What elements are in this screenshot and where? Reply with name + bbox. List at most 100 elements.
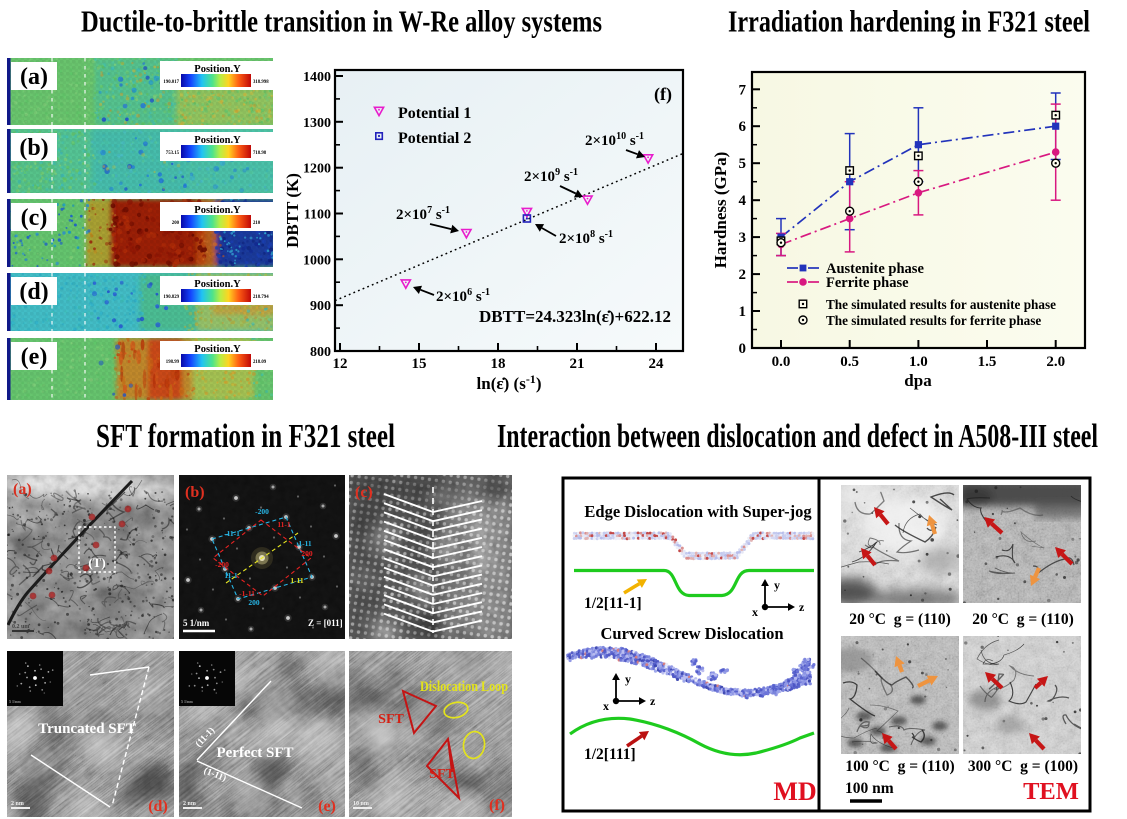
svg-text:-200: -200 [255,507,269,516]
svg-text:(d): (d) [148,798,168,815]
svg-text:2 nm: 2 nm [183,801,196,807]
svg-text:15: 15 [411,356,426,372]
svg-text:(c): (c) [355,484,373,501]
svg-text:5: 5 [739,156,747,172]
svg-text:190.829: 190.829 [163,295,179,300]
svg-text:Dislocation Loop: Dislocation Loop [420,679,508,695]
svg-text:DBTT=24.323ln(ε̇)+622.12: DBTT=24.323ln(ε̇)+622.12 [479,307,671,326]
svg-text:Position.Y: Position.Y [194,64,241,75]
svg-text:0: 0 [739,341,747,357]
svg-text:(c): (c) [21,205,48,231]
svg-text:10 nm: 10 nm [353,801,369,807]
svg-text:5 1/nm: 5 1/nm [183,618,210,628]
svg-text:218.794: 218.794 [253,295,269,300]
svg-text:800: 800 [310,345,331,360]
svg-text:5 1/nm: 5 1/nm [181,699,193,704]
svg-text:Curved Screw Dislocation: Curved Screw Dislocation [600,624,783,643]
svg-text:1.0: 1.0 [909,354,928,370]
svg-text:Edge Dislocation with Super-jo: Edge Dislocation with Super-jog [584,502,812,521]
svg-text:0.5: 0.5 [840,354,859,370]
svg-text:12: 12 [333,356,348,372]
svg-text:Potential 1: Potential 1 [398,105,471,122]
svg-text:190.017: 190.017 [163,80,179,85]
svg-text:SFT: SFT [378,712,404,727]
svg-text:718.98: 718.98 [253,151,267,156]
svg-text:Ferrite phase: Ferrite phase [826,275,909,291]
svg-text:1400: 1400 [303,70,331,85]
svg-text:0.0: 0.0 [772,354,791,370]
svg-text:3: 3 [739,230,747,246]
svg-text:Position.Y: Position.Y [194,279,241,290]
svg-text:Position.Y: Position.Y [194,344,241,355]
svg-text:The simulated results for aust: The simulated results for austenite phas… [826,297,1056,312]
svg-text:Z = [011]: Z = [011] [308,618,343,628]
svg-text:2×107 s-1: 2×107 s-1 [396,205,450,223]
svg-text:753.15: 753.15 [166,151,180,156]
svg-text:5 1/nm: 5 1/nm [9,699,21,704]
svg-text:(T): (T) [88,555,105,570]
svg-text:x: x [603,699,609,713]
svg-text:SFT: SFT [429,767,455,782]
svg-text:dpa: dpa [904,371,932,390]
svg-text:2×109 s-1: 2×109 s-1 [524,167,578,185]
svg-text:(d): (d) [19,279,48,305]
svg-text:21: 21 [569,356,584,372]
svg-text:2×108 s-1: 2×108 s-1 [559,229,613,247]
svg-text:Austenite phase: Austenite phase [826,261,924,277]
svg-text:1: 1 [739,304,747,320]
svg-text:318.998: 318.998 [253,80,269,85]
svg-text:1100: 1100 [304,208,331,223]
svg-text:(e): (e) [318,798,336,815]
svg-text:6: 6 [739,119,747,135]
svg-text:11-1: 11-1 [277,520,291,529]
svg-text:y: y [774,578,780,592]
svg-text:1000: 1000 [303,253,331,268]
svg-text:1.5: 1.5 [978,354,997,370]
svg-text:200: 200 [172,221,180,226]
svg-text:Hardness (GPa): Hardness (GPa) [711,152,730,269]
svg-text:198.99: 198.99 [166,360,180,365]
svg-text:The simulated results for ferr: The simulated results for ferrite phase [826,313,1041,328]
svg-text:1/2[111]: 1/2[111] [584,746,636,763]
svg-text:2: 2 [739,267,747,283]
svg-text:18: 18 [490,356,505,372]
svg-text:1300: 1300 [303,116,331,131]
svg-text:(e): (e) [21,344,48,370]
svg-text:200: 200 [248,598,260,607]
svg-text:(a): (a) [20,64,48,90]
svg-text:900: 900 [310,299,331,314]
svg-text:Position.Y: Position.Y [194,135,241,146]
svg-text:1/2[11-1]: 1/2[11-1] [584,595,642,612]
svg-text:x: x [752,605,758,619]
svg-text:2×1010 s-1: 2×1010 s-1 [585,131,644,149]
svg-text:ln(ε̇) (s-1): ln(ε̇) (s-1) [477,372,542,393]
svg-text:(b): (b) [19,135,48,161]
svg-text:MD: MD [773,777,816,806]
svg-text:24: 24 [648,356,664,372]
svg-text:Truncated SFT: Truncated SFT [38,721,136,737]
svg-text:(a): (a) [13,481,32,498]
svg-text:210: 210 [253,221,261,226]
svg-text:1-11: 1-11 [298,539,312,548]
svg-text:1200: 1200 [303,162,331,177]
svg-text:-1-11: -1-11 [239,589,255,598]
svg-text:2×106 s-1: 2×106 s-1 [436,287,490,305]
svg-text:4: 4 [739,193,747,209]
svg-text:z: z [650,694,656,708]
svg-text:Perfect SFT: Perfect SFT [216,745,293,761]
svg-text:z: z [799,600,805,614]
svg-text:DBTT (K): DBTT (K) [283,173,302,248]
svg-text:(f): (f) [489,797,505,814]
svg-text:Position.Y: Position.Y [194,205,241,216]
svg-text:-200: -200 [215,560,229,569]
svg-text:(b): (b) [185,484,205,501]
svg-text:218.09: 218.09 [253,360,267,365]
svg-text:Potential 2: Potential 2 [398,130,471,147]
svg-text:y: y [625,672,631,686]
svg-text:2.0: 2.0 [1046,354,1065,370]
svg-text:-11-1: -11-1 [224,529,240,538]
svg-text:11-1: 11-1 [224,571,238,580]
svg-text:1-11: 1-11 [290,576,304,585]
svg-text:0.2 um: 0.2 um [12,624,29,630]
svg-text:2 nm: 2 nm [11,801,24,807]
